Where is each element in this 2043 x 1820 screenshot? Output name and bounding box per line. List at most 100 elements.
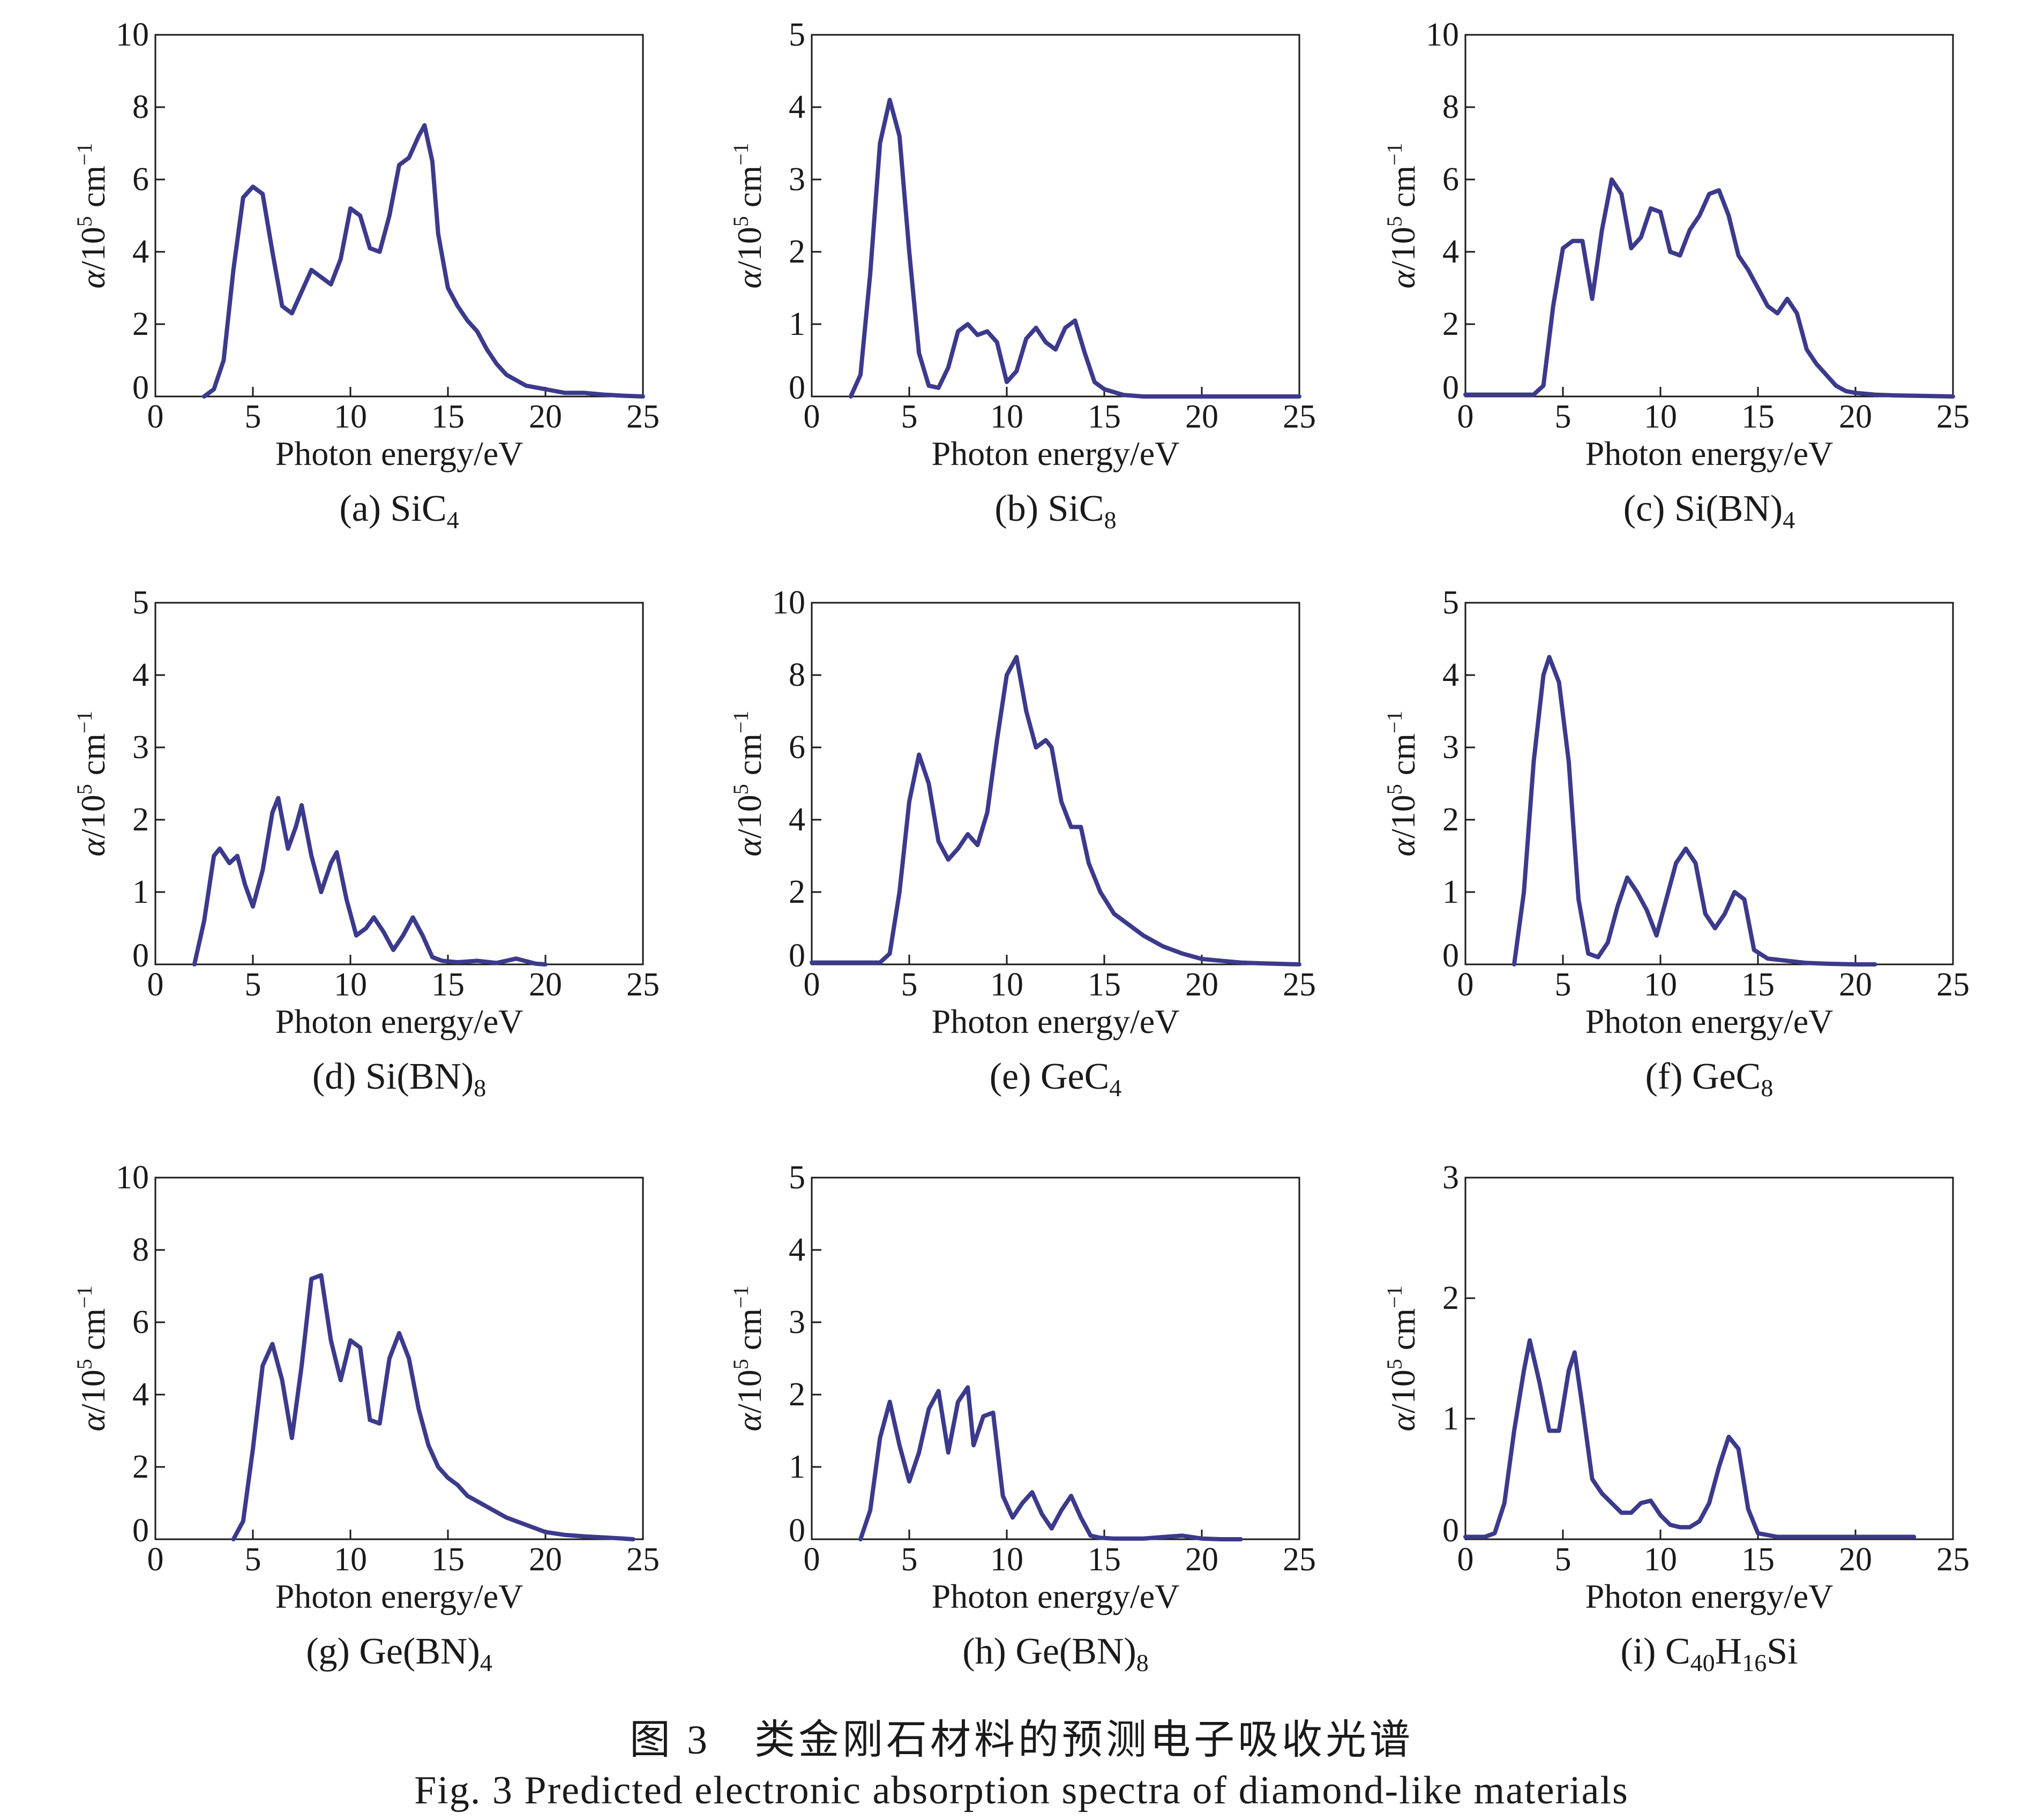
y-axis-base: /10 [730,227,768,271]
plot-frame [811,602,1300,965]
panel-letter: (c) [1623,488,1674,529]
x-tick-label: 5 [901,1541,918,1578]
x-tick-label: 15 [1741,399,1775,435]
y-tick-label: 4 [132,657,149,693]
series-line [858,1385,1243,1541]
x-tick-label: 20 [1839,1541,1872,1578]
x-tick-label: 5 [1555,1541,1571,1578]
y-axis-title: α/105 cm−1 [729,1285,768,1431]
x-axis-title: Photon energy/eV [932,435,1180,473]
y-axis-symbol: α [1384,838,1422,857]
y-tick-label: 5 [1442,585,1459,621]
x-tick-label: 5 [245,399,261,435]
panel-letter: (b) [994,488,1047,529]
y-axis-base: /10 [74,227,112,271]
y-axis-title: α/105 cm−1 [1382,1285,1422,1431]
y-axis-unit-exponent: −1 [729,143,753,166]
y-axis-title: α/105 cm−1 [72,143,112,288]
formula-part: Si [1048,488,1079,529]
x-tick-label: 0 [147,399,164,435]
x-tick-label: 10 [1644,399,1677,435]
series-line [202,123,645,399]
y-axis-base: /10 [1384,795,1422,838]
y-axis-unit: cm [74,166,112,216]
plot-frame [154,602,644,965]
y-axis-unit-exponent: −1 [729,1285,753,1308]
formula-subscript: 8 [1761,1074,1773,1102]
y-axis-unit-exponent: −1 [729,710,753,733]
y-axis-unit-exponent: −1 [1382,1285,1406,1308]
formula-subscript: 8 [1104,506,1117,534]
panel-letter: (d) [312,1056,365,1097]
x-tick-label: 5 [1555,967,1571,1003]
y-tick-label: 3 [132,729,149,766]
y-tick-label: 0 [1442,370,1459,406]
y-axis-symbol: α [730,1413,768,1432]
x-tick-label: 0 [1457,967,1474,1003]
series-line [848,98,1301,399]
y-tick-label: 1 [132,874,149,910]
y-tick-label: 6 [1442,161,1459,198]
y-tick-label: 4 [1442,234,1459,270]
formula-part: C [1665,1631,1690,1672]
y-tick-label: 8 [132,1232,149,1268]
y-tick-label: 4 [789,1232,805,1268]
x-axis-title: Photon energy/eV [932,1002,1180,1040]
y-axis-unit: cm [74,1308,112,1359]
x-tick-label: 10 [1644,1541,1677,1578]
y-tick-label: 5 [789,1159,805,1196]
y-axis-title: α/105 cm−1 [1382,710,1422,856]
y-axis-symbol: α [730,270,768,289]
formula-subscript: 4 [1109,1074,1121,1102]
x-tick-label: 15 [431,1541,465,1578]
y-tick-label: 2 [789,874,805,910]
x-tick-label: 20 [529,1541,562,1578]
series-line [1463,1338,1917,1539]
y-axis-exponent: 5 [72,1359,96,1369]
x-tick-label: 0 [1457,399,1474,435]
series-line [1463,177,1955,399]
y-tick-label: 10 [1426,17,1459,53]
x-tick-label: 5 [901,399,918,435]
formula-subscript: 4 [1783,506,1795,534]
x-tick-label: 15 [1088,1541,1121,1578]
y-tick-label: 4 [789,89,805,125]
y-tick-label: 0 [132,1512,149,1549]
formula-part: C [1084,1056,1110,1097]
y-axis-symbol: α [1384,1413,1422,1432]
y-tick-label: 3 [789,1304,805,1340]
y-tick-label: 5 [789,17,805,53]
y-axis-exponent: 5 [1382,1359,1406,1369]
y-axis-symbol: α [74,270,112,289]
x-tick-label: 20 [1185,399,1218,435]
x-tick-label: 15 [431,967,465,1003]
x-tick-label: 20 [1839,399,1872,435]
x-tick-label: 25 [1936,1541,1970,1578]
x-tick-label: 0 [1457,1541,1474,1578]
y-axis-unit-exponent: −1 [1382,710,1406,733]
y-tick-label: 0 [789,1512,805,1549]
panel-caption: (d) Si(BN)8 [312,1056,486,1102]
plot-frame [1464,602,1954,965]
y-axis-exponent: 5 [72,216,96,227]
y-axis-exponent: 5 [1382,784,1406,795]
x-axis-title: Photon energy/eV [275,1002,523,1040]
x-tick-label: 25 [626,967,660,1003]
x-tick-label: 10 [334,1541,367,1578]
panel-caption: (e) GeC4 [990,1056,1122,1102]
x-tick-label: 25 [1936,399,1970,435]
y-tick-label: 1 [789,1449,805,1485]
y-tick-label: 8 [132,89,149,125]
panel-caption: (a) SiC4 [339,488,459,534]
series-line [1512,655,1877,967]
y-tick-label: 0 [789,938,805,974]
y-tick-label: 4 [1442,657,1459,693]
y-tick-label: 2 [132,1449,149,1485]
x-tick-label: 10 [1644,967,1677,1003]
